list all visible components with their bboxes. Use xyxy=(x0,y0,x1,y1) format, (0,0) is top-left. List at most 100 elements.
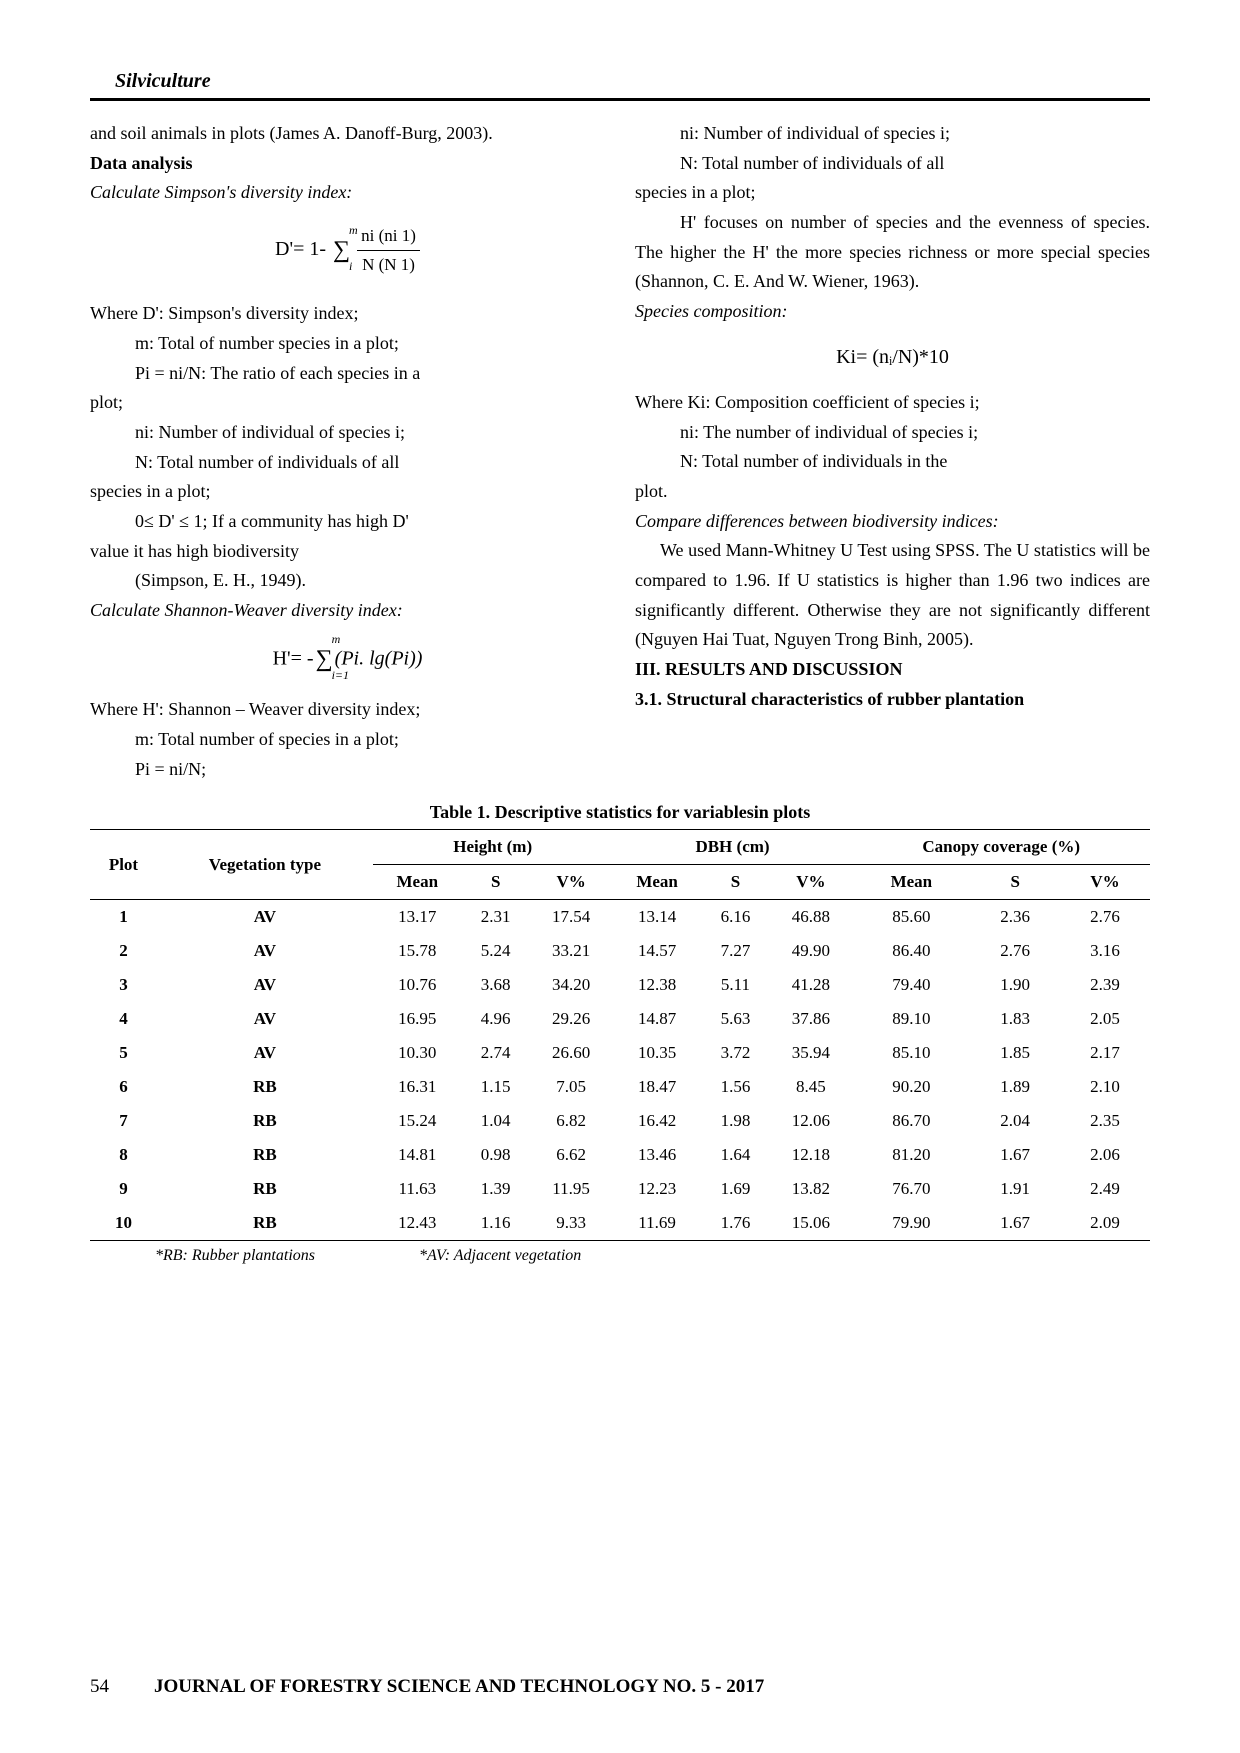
table-cell: AV xyxy=(157,1002,373,1036)
table-cell: 5 xyxy=(90,1036,157,1070)
footnote-av: *AV: Adjacent vegetation xyxy=(419,1247,581,1264)
table-cell: 1.98 xyxy=(702,1104,770,1138)
table-cell: 1.67 xyxy=(970,1138,1060,1172)
table-cell: RB xyxy=(157,1104,373,1138)
paragraph: Pi = ni/N: The ratio of each species in … xyxy=(90,359,605,389)
table-cell: 3.16 xyxy=(1060,934,1150,968)
table-cell: 4.96 xyxy=(462,1002,530,1036)
table-cell: 2.76 xyxy=(1060,900,1150,935)
table-cell: 2.17 xyxy=(1060,1036,1150,1070)
table-cell: 2.10 xyxy=(1060,1070,1150,1104)
table-cell: AV xyxy=(157,1036,373,1070)
table-caption: Table 1. Descriptive statistics for vari… xyxy=(90,802,1150,823)
table-cell: 14.81 xyxy=(373,1138,462,1172)
table-cell: 85.10 xyxy=(852,1036,970,1070)
table-cell: 15.78 xyxy=(373,934,462,968)
table-cell: RB xyxy=(157,1070,373,1104)
table-cell: 1.67 xyxy=(970,1206,1060,1241)
table-cell: 46.88 xyxy=(769,900,852,935)
col-veg: Vegetation type xyxy=(157,830,373,900)
table-cell: RB xyxy=(157,1206,373,1241)
paragraph: m: Total of number species in a plot; xyxy=(90,329,605,359)
table-cell: 2.39 xyxy=(1060,968,1150,1002)
table-cell: RB xyxy=(157,1138,373,1172)
table-cell: RB xyxy=(157,1172,373,1206)
table-cell: 2 xyxy=(90,934,157,968)
table-row: 3AV10.763.6834.2012.385.1141.2879.401.90… xyxy=(90,968,1150,1002)
table-cell: 1.69 xyxy=(702,1172,770,1206)
col-canopy: Canopy coverage (%) xyxy=(852,830,1150,865)
numerator: ni (ni 1) xyxy=(357,222,420,251)
formula-lhs: H'= - xyxy=(273,647,314,669)
table-cell: 89.10 xyxy=(852,1002,970,1036)
table-cell: 11.69 xyxy=(613,1206,702,1241)
paragraph: Where Ki: Composition coefficient of spe… xyxy=(635,388,1150,418)
page-number: 54 xyxy=(90,1676,109,1698)
table-cell: 15.06 xyxy=(769,1206,852,1241)
paragraph: H' focuses on number of species and the … xyxy=(635,208,1150,297)
table-row: 6RB16.311.157.0518.471.568.4590.201.892.… xyxy=(90,1070,1150,1104)
paragraph: plot; xyxy=(90,388,605,418)
table-cell: 6.16 xyxy=(702,900,770,935)
header-rule xyxy=(90,98,1150,101)
subcol-s: S xyxy=(702,865,770,900)
table-footnote: *RB: Rubber plantations *AV: Adjacent ve… xyxy=(90,1247,1150,1265)
paragraph: N: Total number of individuals in the xyxy=(635,447,1150,477)
table-cell: 1.39 xyxy=(462,1172,530,1206)
table-cell: 29.26 xyxy=(530,1002,613,1036)
table-cell: 13.82 xyxy=(769,1172,852,1206)
table-cell: 2.35 xyxy=(1060,1104,1150,1138)
table-cell: 8.45 xyxy=(769,1070,852,1104)
table-cell: 2.31 xyxy=(462,900,530,935)
table-row: 7RB15.241.046.8216.421.9812.0686.702.042… xyxy=(90,1104,1150,1138)
subcol-v: V% xyxy=(530,865,613,900)
subcol-s: S xyxy=(970,865,1060,900)
table-cell: 7.05 xyxy=(530,1070,613,1104)
paragraph: N: Total number of individuals of all xyxy=(635,149,1150,179)
table-cell: AV xyxy=(157,968,373,1002)
table-cell: 1.83 xyxy=(970,1002,1060,1036)
table-cell: 12.06 xyxy=(769,1104,852,1138)
table-cell: 2.49 xyxy=(1060,1172,1150,1206)
table-cell: 3 xyxy=(90,968,157,1002)
table-cell: 10 xyxy=(90,1206,157,1241)
table-section: Table 1. Descriptive statistics for vari… xyxy=(90,802,1150,1265)
table-cell: 2.36 xyxy=(970,900,1060,935)
stats-table: Plot Vegetation type Height (m) DBH (cm)… xyxy=(90,829,1150,1241)
denominator: N (N 1) xyxy=(357,251,420,279)
table-cell: 6.62 xyxy=(530,1138,613,1172)
table-cell: 1.15 xyxy=(462,1070,530,1104)
subcol-mean: Mean xyxy=(373,865,462,900)
table-cell: 0.98 xyxy=(462,1138,530,1172)
sigma-lower: i xyxy=(349,257,352,277)
formula-shannon: H'= -∑mi=1(Pi. lg(Pi)) xyxy=(90,640,605,680)
table-cell: 16.42 xyxy=(613,1104,702,1138)
table-cell: 10.76 xyxy=(373,968,462,1002)
paragraph: Compare differences between biodiversity… xyxy=(635,507,1150,537)
col-height: Height (m) xyxy=(373,830,613,865)
paragraph: ni: Number of individual of species i; xyxy=(90,418,605,448)
table-cell: 16.31 xyxy=(373,1070,462,1104)
table-cell: 86.40 xyxy=(852,934,970,968)
table-cell: 79.90 xyxy=(852,1206,970,1241)
paragraph: m: Total number of species in a plot; xyxy=(90,725,605,755)
subcol-v: V% xyxy=(769,865,852,900)
table-cell: 5.11 xyxy=(702,968,770,1002)
right-column: ni: Number of individual of species i; N… xyxy=(635,119,1150,784)
paragraph: We used Mann-Whitney U Test using SPSS. … xyxy=(635,536,1150,655)
table-header-row: Plot Vegetation type Height (m) DBH (cm)… xyxy=(90,830,1150,865)
table-cell: 90.20 xyxy=(852,1070,970,1104)
table-cell: 14.87 xyxy=(613,1002,702,1036)
subcol-s: S xyxy=(462,865,530,900)
table-cell: 37.86 xyxy=(769,1002,852,1036)
paragraph: Where D': Simpson's diversity index; xyxy=(90,299,605,329)
table-row: 5AV10.302.7426.6010.353.7235.9485.101.85… xyxy=(90,1036,1150,1070)
table-cell: 4 xyxy=(90,1002,157,1036)
table-cell: 2.74 xyxy=(462,1036,530,1070)
paragraph: ni: The number of individual of species … xyxy=(635,418,1150,448)
table-cell: 1.16 xyxy=(462,1206,530,1241)
table-cell: 76.70 xyxy=(852,1172,970,1206)
table-cell: 49.90 xyxy=(769,934,852,968)
table-cell: 34.20 xyxy=(530,968,613,1002)
heading-results: III. RESULTS AND DISCUSSION xyxy=(635,655,1150,685)
